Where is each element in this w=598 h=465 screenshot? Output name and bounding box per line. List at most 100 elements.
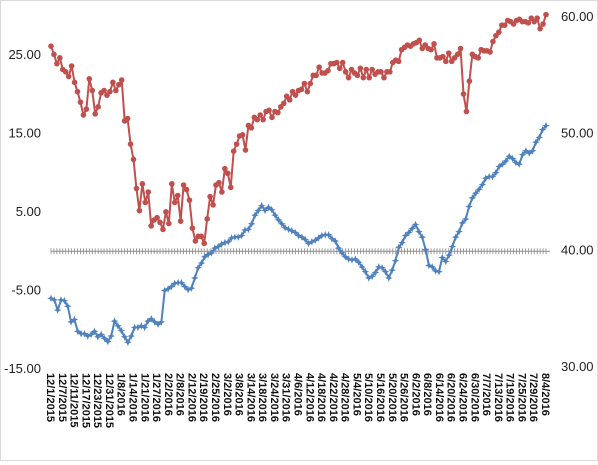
blue-series-point — [435, 267, 443, 276]
red-series-point — [254, 116, 261, 123]
blue-series-point — [184, 285, 192, 294]
blue-series-point — [478, 180, 487, 189]
blue-series-point — [498, 160, 507, 168]
red-series-point — [286, 97, 293, 103]
x-tick-label: 4/18/2016 — [315, 373, 327, 422]
red-series-point — [275, 109, 281, 116]
x-tick-label: 12/7/2015 — [56, 373, 68, 422]
red-series-point — [54, 60, 60, 67]
blue-series-point — [338, 249, 346, 257]
x-tick-label: 5/10/2016 — [362, 373, 374, 422]
x-tick-label: 2/19/2016 — [197, 373, 209, 422]
red-series-point — [222, 165, 228, 172]
red-series-point — [445, 50, 452, 56]
blue-series-point — [164, 285, 172, 293]
x-tick-label: 6/24/2016 — [457, 373, 469, 422]
blue-series-point — [425, 261, 433, 270]
red-series-point — [242, 147, 249, 153]
blue-series-point — [525, 149, 534, 157]
red-series-point — [180, 182, 187, 188]
blue-series-point — [445, 251, 453, 259]
blue-series-point — [502, 157, 510, 165]
red-series-point — [381, 74, 387, 81]
blue-series-point — [475, 185, 483, 194]
red-series-point — [127, 141, 134, 147]
blue-series-point — [277, 219, 286, 228]
blue-series-point — [187, 284, 196, 292]
x-tick-label: 1/14/2016 — [127, 373, 139, 422]
red-series-point — [57, 55, 63, 61]
x-tick-label: 2/8/2016 — [174, 373, 186, 416]
blue-series-point — [341, 252, 350, 261]
red-series-point — [366, 74, 373, 81]
blue-series-point — [264, 203, 273, 212]
blue-series-point — [374, 263, 383, 271]
blue-series-point — [398, 238, 406, 247]
red-series-point — [363, 66, 370, 73]
red-series-point — [443, 58, 449, 65]
blue-series-point — [254, 206, 263, 215]
blue-series-point — [331, 237, 340, 245]
series-layer — [47, 11, 550, 347]
red-series-point — [166, 220, 172, 227]
blue-series-point — [94, 333, 102, 341]
blue-series-point — [465, 202, 473, 211]
red-series-point — [525, 20, 532, 26]
blue-series-point — [217, 240, 226, 248]
blue-series-point — [247, 219, 256, 228]
blue-series-point — [358, 263, 366, 271]
red-series-point — [543, 11, 549, 18]
x-tick-label: 3/8/2016 — [233, 373, 245, 416]
red-series-point — [387, 69, 393, 75]
blue-series-point — [80, 329, 89, 338]
blue-series-point — [542, 121, 550, 130]
blue-series-point — [67, 318, 75, 326]
red-series-point — [266, 107, 272, 114]
blue-series-point — [140, 323, 149, 332]
blue-series-point — [53, 306, 62, 314]
x-tick-label: 5/4/2016 — [350, 373, 362, 416]
red-series-point — [68, 63, 75, 69]
x-tick-label: 1/27/2016 — [150, 373, 162, 422]
red-series-point — [440, 53, 446, 60]
blue-series-point — [241, 226, 249, 234]
blue-series-point — [391, 256, 400, 265]
red-series-point — [83, 106, 90, 112]
red-series-point — [428, 46, 434, 53]
x-tick-label: 3/31/2016 — [280, 373, 292, 422]
x-tick-label: 2/2/2016 — [162, 373, 174, 416]
red-series-point — [239, 132, 246, 138]
left-axis-ticks: 25.00 15.00 5.00 -5.00 -15.00 — [4, 47, 41, 376]
blue-series-point — [120, 333, 129, 341]
red-series-point — [304, 88, 311, 95]
x-tick-label: 12/11/2015 — [68, 373, 80, 427]
red-series-point — [154, 214, 160, 221]
red-series-point — [189, 225, 196, 231]
right-axis-ticks: 60.00 50.00 40.00 30.00 — [561, 9, 594, 374]
category-axis — [50, 248, 550, 255]
x-tick-label: 6/2/2016 — [409, 373, 421, 416]
blue-series-point — [150, 318, 159, 326]
red-series-point — [160, 226, 166, 233]
red-series-point — [136, 207, 143, 214]
blue-series-point — [538, 125, 547, 134]
blue-series-point — [227, 234, 236, 242]
red-series-point — [357, 65, 364, 72]
red-series-point — [204, 216, 210, 222]
red-series-point — [378, 69, 384, 75]
red-series-point — [431, 41, 437, 47]
x-tick-label: 6/20/2016 — [445, 373, 457, 422]
blue-series-point — [395, 243, 403, 252]
red-series-point — [501, 22, 508, 28]
blue-series-point — [134, 323, 142, 332]
x-tick-label: 8/4/2016 — [539, 373, 551, 416]
blue-series-point — [100, 334, 109, 343]
blue-series-point — [47, 294, 55, 303]
x-tick-label: 7/29/2016 — [527, 373, 539, 422]
red-series-point — [77, 99, 84, 105]
blue-series-point — [114, 322, 122, 330]
red-series-point — [163, 209, 169, 215]
blue-series-point — [221, 238, 229, 247]
